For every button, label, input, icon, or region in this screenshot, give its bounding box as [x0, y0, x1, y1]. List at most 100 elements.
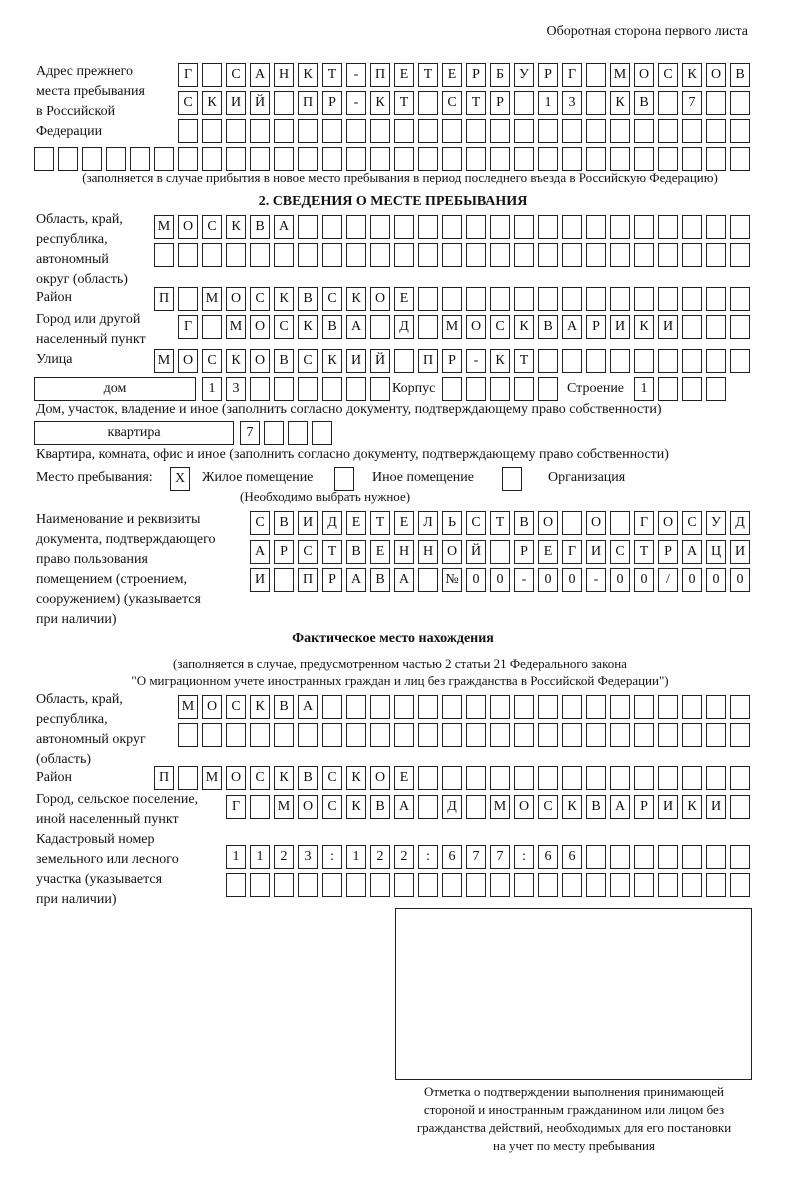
char-cell[interactable]	[418, 315, 438, 339]
char-cell[interactable]	[298, 119, 318, 143]
actual-region-row-2[interactable]	[178, 723, 750, 747]
char-cell[interactable]: И	[610, 315, 630, 339]
char-cell[interactable]: Н	[394, 540, 414, 564]
char-cell[interactable]	[298, 215, 318, 239]
char-cell[interactable]	[226, 873, 246, 897]
char-cell[interactable]: 3	[562, 91, 582, 115]
char-cell[interactable]	[418, 215, 438, 239]
stay-checkbox-other[interactable]	[334, 467, 354, 491]
char-cell[interactable]	[730, 845, 750, 869]
stay-checkbox-organization[interactable]	[502, 467, 522, 491]
char-cell[interactable]: Т	[634, 540, 654, 564]
char-cell[interactable]: П	[298, 91, 318, 115]
char-cell[interactable]: Е	[394, 287, 414, 311]
char-cell[interactable]: Ь	[442, 511, 462, 535]
char-cell[interactable]	[322, 723, 342, 747]
char-cell[interactable]	[610, 147, 630, 171]
char-cell[interactable]: С	[322, 287, 342, 311]
char-cell[interactable]: -	[514, 568, 534, 592]
char-cell[interactable]	[394, 119, 414, 143]
char-cell[interactable]	[730, 243, 750, 267]
char-cell[interactable]: 7	[466, 845, 486, 869]
char-cell[interactable]: О	[586, 511, 606, 535]
prev-address-row-3[interactable]	[178, 119, 750, 143]
char-cell[interactable]	[298, 873, 318, 897]
char-cell[interactable]: -	[346, 63, 366, 87]
char-cell[interactable]: 0	[562, 568, 582, 592]
char-cell[interactable]: Д	[394, 315, 414, 339]
char-cell[interactable]: Р	[658, 540, 678, 564]
char-cell[interactable]: У	[706, 511, 726, 535]
char-cell[interactable]	[586, 723, 606, 747]
char-cell[interactable]: Н	[418, 540, 438, 564]
char-cell[interactable]	[34, 147, 54, 171]
char-cell[interactable]	[658, 119, 678, 143]
char-cell[interactable]: С	[226, 63, 246, 87]
char-cell[interactable]: М	[202, 766, 222, 790]
char-cell[interactable]: Й	[370, 349, 390, 373]
char-cell[interactable]: 0	[466, 568, 486, 592]
char-cell[interactable]	[730, 287, 750, 311]
char-cell[interactable]: О	[514, 795, 534, 819]
char-cell[interactable]: М	[274, 795, 294, 819]
char-cell[interactable]: М	[178, 695, 198, 719]
char-cell[interactable]	[730, 119, 750, 143]
char-cell[interactable]: К	[202, 91, 222, 115]
char-cell[interactable]	[466, 287, 486, 311]
char-cell[interactable]	[264, 421, 284, 445]
char-cell[interactable]	[586, 91, 606, 115]
char-cell[interactable]: И	[250, 568, 270, 592]
char-cell[interactable]: Р	[322, 91, 342, 115]
char-cell[interactable]	[538, 215, 558, 239]
char-cell[interactable]: О	[538, 511, 558, 535]
char-cell[interactable]	[418, 873, 438, 897]
char-cell[interactable]	[682, 377, 702, 401]
char-cell[interactable]: 1	[634, 377, 654, 401]
char-cell[interactable]	[658, 766, 678, 790]
char-cell[interactable]: К	[298, 63, 318, 87]
char-cell[interactable]: О	[370, 766, 390, 790]
char-cell[interactable]: К	[682, 63, 702, 87]
char-cell[interactable]	[466, 147, 486, 171]
char-cell[interactable]: И	[658, 315, 678, 339]
char-cell[interactable]: 7	[490, 845, 510, 869]
char-cell[interactable]: В	[538, 315, 558, 339]
char-cell[interactable]: Л	[418, 511, 438, 535]
char-cell[interactable]	[250, 723, 270, 747]
char-cell[interactable]: -	[346, 91, 366, 115]
char-cell[interactable]: -	[586, 568, 606, 592]
char-cell[interactable]: :	[514, 845, 534, 869]
char-cell[interactable]	[634, 147, 654, 171]
char-cell[interactable]: 1	[226, 845, 246, 869]
char-cell[interactable]: К	[346, 287, 366, 311]
char-cell[interactable]	[370, 243, 390, 267]
char-cell[interactable]: Т	[322, 63, 342, 87]
char-cell[interactable]	[562, 287, 582, 311]
char-cell[interactable]	[682, 215, 702, 239]
char-cell[interactable]: А	[610, 795, 630, 819]
char-cell[interactable]	[730, 91, 750, 115]
char-cell[interactable]: К	[274, 766, 294, 790]
char-cell[interactable]	[322, 695, 342, 719]
char-cell[interactable]	[346, 243, 366, 267]
char-cell[interactable]	[634, 215, 654, 239]
char-cell[interactable]	[466, 243, 486, 267]
char-cell[interactable]: 0	[538, 568, 558, 592]
char-cell[interactable]	[538, 349, 558, 373]
char-cell[interactable]	[538, 287, 558, 311]
char-cell[interactable]: П	[154, 287, 174, 311]
char-cell[interactable]: Д	[730, 511, 750, 535]
char-cell[interactable]	[178, 766, 198, 790]
char-cell[interactable]: Г	[226, 795, 246, 819]
char-cell[interactable]	[250, 243, 270, 267]
char-cell[interactable]: Е	[394, 511, 414, 535]
char-cell[interactable]	[658, 91, 678, 115]
char-cell[interactable]	[706, 287, 726, 311]
char-cell[interactable]: Е	[346, 511, 366, 535]
char-cell[interactable]: И	[658, 795, 678, 819]
